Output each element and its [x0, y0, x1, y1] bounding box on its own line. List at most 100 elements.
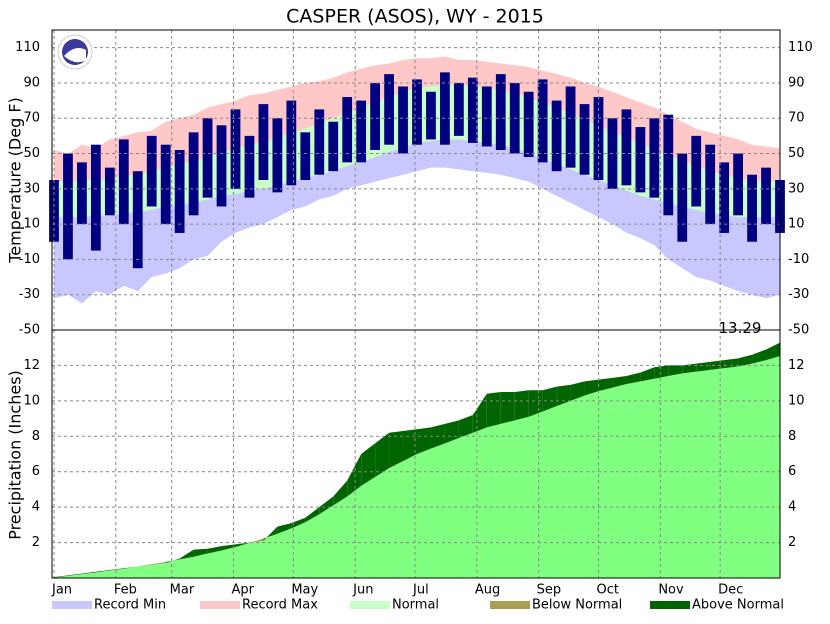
- observed-temp-bar: [300, 132, 311, 180]
- above-normal: [738, 354, 753, 367]
- observed-temp-bar: [132, 171, 143, 269]
- x-tick-label: Jan: [51, 583, 72, 598]
- y-axis-label: Temperature (Deg F): [6, 97, 25, 264]
- observed-temp-bar: [649, 118, 660, 198]
- observed-temp-bar: [118, 139, 129, 225]
- legend-swatch: [350, 601, 390, 609]
- above-normal: [67, 573, 82, 576]
- y-tick-label: 8: [32, 429, 40, 444]
- below-normal: [249, 538, 264, 543]
- above-normal: [81, 571, 96, 575]
- above-normal: [95, 570, 110, 573]
- plot-frame: [51, 29, 781, 579]
- above-normal: [109, 568, 124, 571]
- observed-temp-bar: [467, 77, 478, 143]
- observed-temp-bar: [188, 132, 199, 216]
- legend-label: Below Normal: [532, 598, 622, 613]
- y-tick-label-right: 50: [788, 146, 805, 161]
- y-tick-label: 30: [23, 181, 40, 196]
- observed-temp-bar: [747, 174, 757, 242]
- observed-temp-bar: [495, 74, 506, 150]
- observed-temp-bar: [286, 100, 297, 186]
- y-tick-label-right: -30: [788, 287, 809, 302]
- above-normal: [277, 523, 292, 534]
- observed-temp-bar: [90, 144, 101, 251]
- observed-temp-bar: [384, 74, 394, 145]
- x-tick-label: Sep: [537, 583, 562, 598]
- above-normal: [347, 454, 362, 497]
- above-normal: [416, 427, 431, 454]
- observed-temp-bar: [705, 144, 716, 225]
- observed-temp-bar: [412, 79, 422, 145]
- x-tick-label: Jun: [352, 583, 373, 598]
- above-normal: [221, 544, 236, 551]
- above-normal: [696, 361, 711, 372]
- above-normal: [766, 342, 780, 361]
- above-normal: [654, 365, 669, 379]
- x-tick-label: Jul: [412, 583, 429, 598]
- above-normal: [53, 575, 68, 578]
- observed-temp-bar: [258, 104, 269, 180]
- above-normal: [570, 381, 585, 401]
- below-normal: [137, 564, 152, 567]
- observed-temp-bar: [356, 100, 367, 163]
- y-tick-label: 10: [23, 393, 40, 408]
- y-tick-label: 90: [23, 75, 40, 90]
- y-tick-label-right: 90: [788, 75, 805, 90]
- y-tick-label: 110: [15, 40, 40, 55]
- observed-temp-bar: [523, 91, 534, 158]
- noaa-logo: [57, 34, 93, 70]
- legend-swatch: [490, 601, 530, 609]
- legend-label: Normal: [392, 598, 439, 613]
- above-normal: [584, 379, 599, 396]
- observed-temp-bar: [677, 153, 688, 242]
- chart-title: CASPER (ASOS), WY - 2015: [286, 6, 544, 28]
- legend-label: Record Max: [242, 598, 318, 613]
- above-normal: [444, 420, 459, 444]
- legend-label: Record Min: [94, 598, 166, 613]
- above-normal: [123, 566, 138, 569]
- observed-temp-bar: [328, 121, 339, 172]
- above-normal: [724, 358, 739, 369]
- observed-temp-bar: [370, 82, 380, 150]
- observed-temp-bar: [160, 144, 171, 225]
- above-normal: [612, 376, 627, 388]
- x-tick-label: Apr: [232, 583, 255, 598]
- above-normal: [165, 558, 180, 563]
- y-tick-label: 4: [32, 500, 40, 515]
- above-normal: [305, 507, 320, 523]
- logo-bird: [64, 48, 86, 63]
- observed-temp-bar: [481, 86, 492, 147]
- above-normal: [752, 349, 767, 364]
- x-tick-label: May: [291, 583, 318, 598]
- above-normal: [486, 392, 501, 428]
- y-tick-label-right: 110: [788, 40, 813, 55]
- y-tick-label: 6: [32, 464, 40, 479]
- y-axis-label: Precipitation (Inches): [6, 370, 25, 540]
- observed-temp-bar: [272, 118, 283, 193]
- observed-temp-bar: [244, 135, 255, 198]
- y-tick-label: 12: [23, 358, 40, 373]
- legend-swatch: [650, 601, 690, 609]
- above-normal: [556, 384, 571, 407]
- above-normal: [319, 496, 334, 515]
- observed-temp-bar: [440, 72, 450, 145]
- y-tick-label-right: 4: [788, 500, 796, 515]
- above-normal: [668, 365, 683, 377]
- y-tick-label: -10: [19, 252, 40, 267]
- plot-layer: [49, 30, 785, 578]
- y-tick-label-right: 8: [788, 429, 796, 444]
- y-tick-label-right: 6: [788, 464, 796, 479]
- observed-temp-bar: [342, 97, 353, 163]
- above-normal: [626, 372, 641, 385]
- observed-temp-bar: [761, 167, 771, 225]
- observed-temp-bar: [621, 109, 632, 186]
- observed-temp-bar: [565, 86, 576, 168]
- x-tick-label: Aug: [475, 583, 500, 598]
- y-tick-label-right: 2: [788, 535, 796, 550]
- above-normal: [403, 429, 417, 462]
- above-normal: [458, 415, 473, 439]
- x-tick-label: Oct: [596, 583, 618, 598]
- observed-temp-bar: [719, 162, 730, 233]
